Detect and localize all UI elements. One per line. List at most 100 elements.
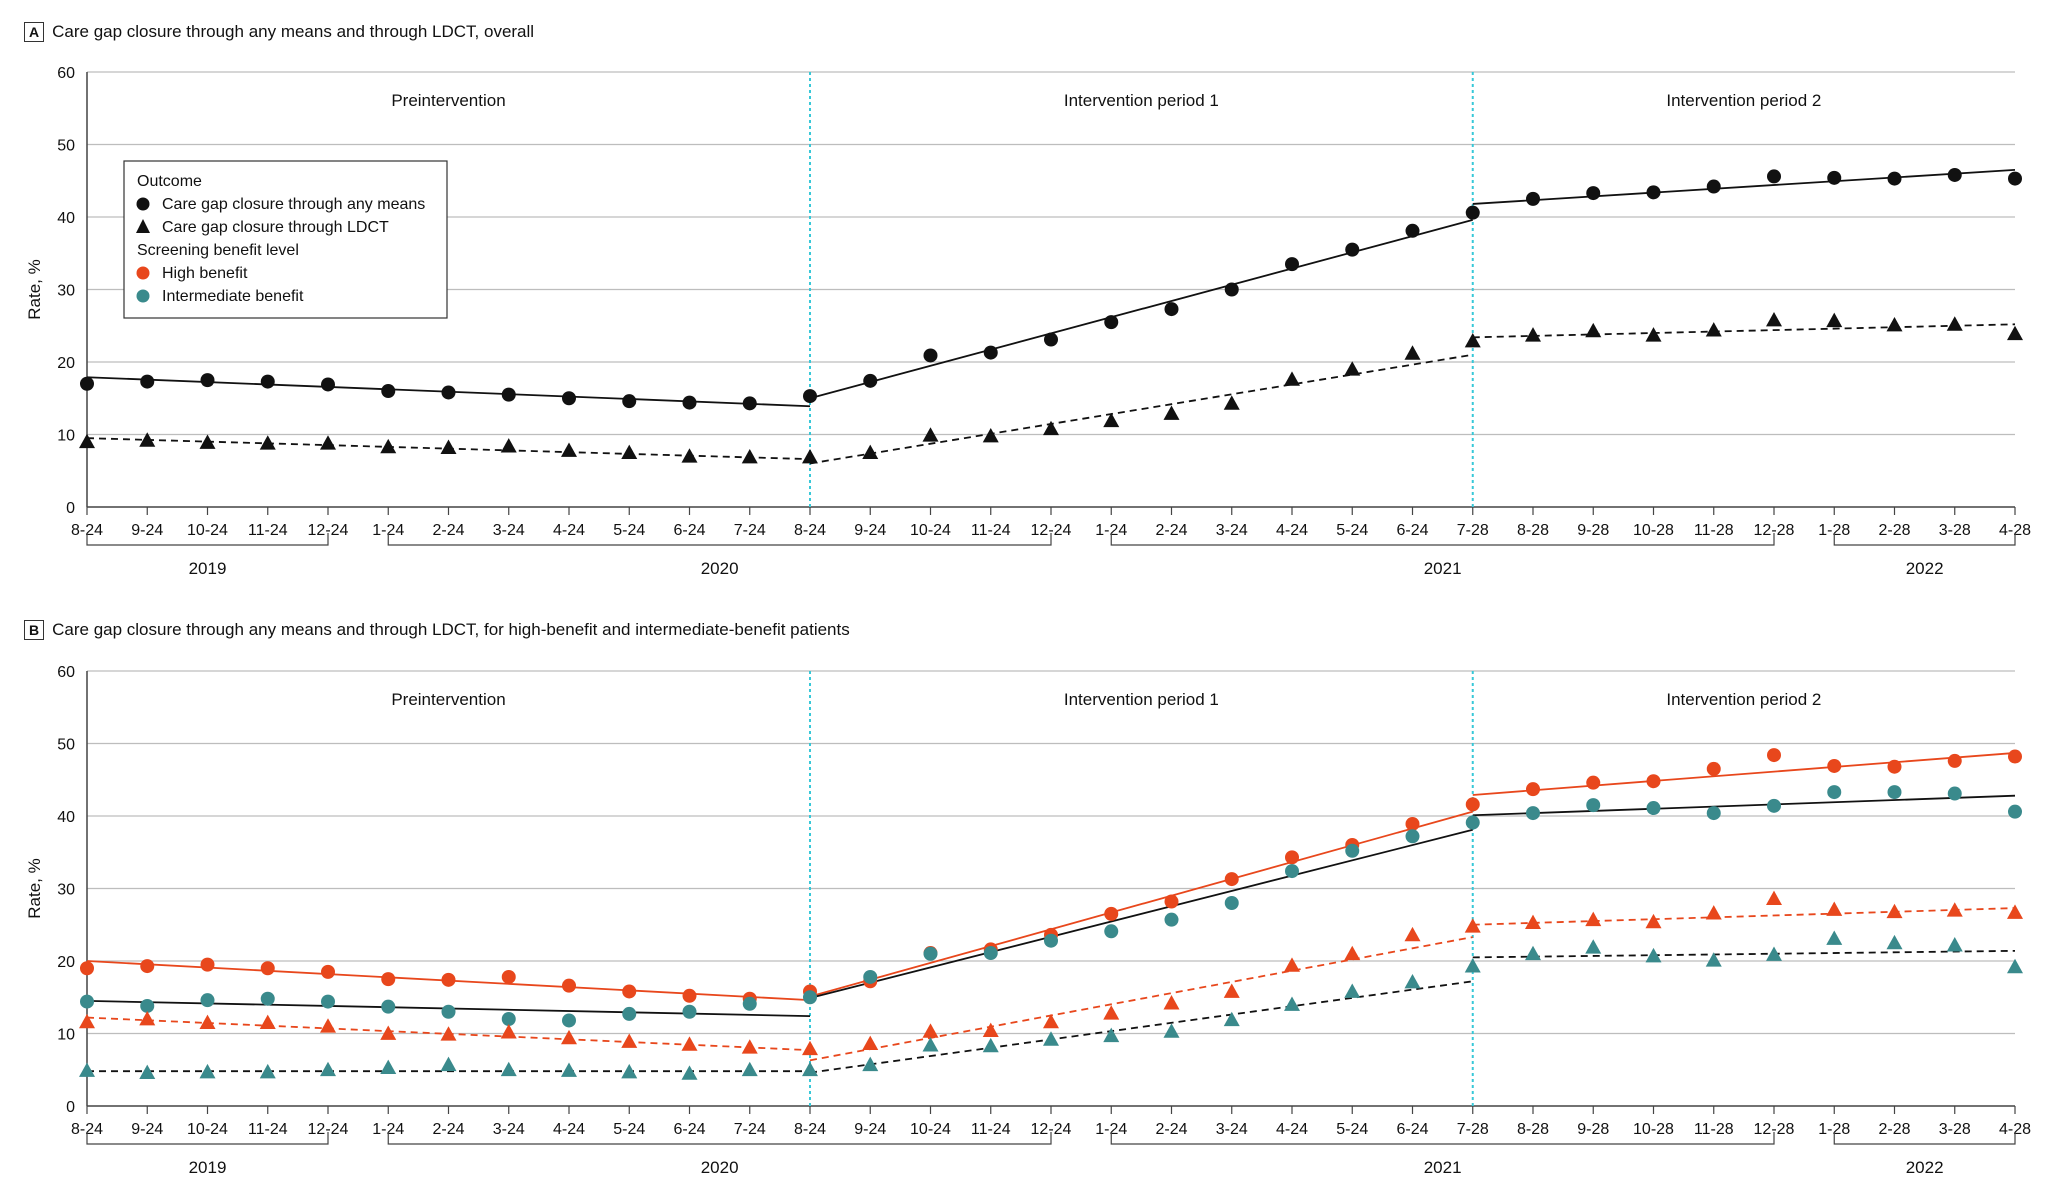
data-point-triangle (1826, 312, 1843, 328)
x-tick-label: 8-24 (71, 522, 103, 539)
x-tick-label: 3-24 (493, 1121, 525, 1138)
data-point-circle (441, 972, 456, 987)
data-point-circle (1827, 170, 1842, 185)
data-point-triangle (1766, 311, 1782, 327)
legend-triangle-marker (136, 219, 150, 233)
data-point-triangle (1284, 371, 1300, 386)
x-tick-label: 4-28 (1999, 522, 2031, 539)
fit-line-segment (1472, 949, 2016, 959)
year-label: 2020 (701, 559, 739, 578)
x-tick-label: 8-24 (794, 522, 826, 539)
legend-outcome-label: Care gap closure through any means (162, 196, 425, 213)
legend-circle-marker (136, 197, 150, 211)
data-point-circle (1887, 759, 1902, 774)
data-point-circle (1044, 933, 1058, 948)
x-tick-label: 11-24 (971, 522, 1011, 539)
x-tick-label: 1-24 (1095, 522, 1127, 539)
x-tick-label: 12-28 (1754, 522, 1795, 539)
data-point-triangle (1344, 361, 1361, 376)
period-label: Intervention period 2 (1666, 690, 1821, 709)
data-point-circle (2008, 171, 2022, 186)
data-point-circle (381, 972, 396, 987)
data-point-triangle (380, 1025, 397, 1040)
x-tick-label: 1-24 (1095, 1121, 1127, 1138)
year-bracket (387, 1132, 1052, 1145)
data-point-triangle (1645, 947, 1662, 963)
data-point-triangle (1464, 332, 1481, 348)
data-point-circle (381, 384, 396, 398)
x-tick-label: 7-28 (1457, 1121, 1489, 1138)
panel-a-letter: A (24, 22, 45, 42)
x-tick-label: 2-24 (432, 1121, 464, 1138)
data-point-circle (1405, 816, 1420, 831)
data-point-circle (1224, 282, 1239, 297)
y-tick-label: 0 (66, 500, 75, 517)
x-tick-label: 12-24 (1031, 1121, 1072, 1138)
data-point-triangle (982, 1022, 999, 1037)
data-point-triangle (982, 427, 999, 443)
data-point-circle (803, 990, 817, 1005)
data-point-circle (1465, 205, 1480, 220)
year-label: 2022 (1906, 1158, 1944, 1177)
data-point-triangle (1344, 945, 1361, 961)
data-point-triangle (79, 1013, 95, 1029)
data-point-circle (863, 969, 878, 984)
data-point-circle (80, 994, 94, 1009)
data-point-circle (742, 396, 757, 411)
x-tick-label: 2-28 (1878, 1121, 1910, 1138)
data-point-circle (200, 993, 215, 1008)
x-tick-label: 3-24 (493, 522, 525, 539)
data-point-triangle (1585, 911, 1602, 927)
x-tick-label: 8-24 (71, 1121, 103, 1138)
data-point-circle (682, 1004, 697, 1019)
data-point-circle (200, 957, 215, 972)
fit-line-segment (809, 980, 1473, 1074)
data-point-circle (260, 374, 275, 389)
data-point-circle (1104, 906, 1119, 921)
y-tick-label: 10 (57, 428, 75, 445)
data-point-triangle (1103, 412, 1120, 428)
data-point-triangle (802, 448, 818, 464)
data-point-triangle (1766, 946, 1782, 961)
year-bracket (1110, 1132, 1775, 1145)
data-point-triangle (1645, 913, 1662, 929)
data-point-circle (562, 1013, 576, 1028)
y-tick-label: 60 (57, 65, 75, 82)
x-tick-label: 6-24 (1396, 522, 1428, 539)
x-tick-label: 11-24 (248, 1121, 288, 1138)
x-tick-label: 8-28 (1517, 1121, 1549, 1138)
data-point-triangle (561, 442, 577, 457)
data-point-circle (1646, 801, 1661, 816)
y-axis-title: Rate, % (25, 858, 44, 918)
x-tick-label: 2-24 (1155, 522, 1187, 539)
legend: Outcome Care gap closure through any mean… (123, 160, 448, 319)
year-bracket (1110, 533, 1775, 546)
fit-line-segment (1472, 794, 2016, 817)
data-point-triangle (1525, 914, 1541, 929)
data-point-circle (923, 348, 938, 363)
x-tick-label: 9-28 (1577, 1121, 1609, 1138)
x-tick-label: 12-24 (308, 522, 349, 539)
data-point-triangle (440, 439, 457, 454)
data-point-triangle (1525, 327, 1541, 342)
data-point-triangle (1585, 939, 1602, 954)
data-point-circle (140, 959, 155, 974)
data-point-circle (622, 1006, 637, 1021)
period-label: Preintervention (391, 91, 505, 110)
data-point-triangle (259, 435, 276, 450)
data-point-circle (381, 999, 396, 1014)
data-point-circle (1164, 912, 1179, 927)
y-tick-label: 0 (66, 1099, 75, 1116)
data-point-triangle (1043, 1013, 1059, 1029)
x-tick-label: 6-24 (673, 1121, 705, 1138)
data-point-triangle (259, 1063, 276, 1079)
data-point-triangle (681, 1036, 698, 1051)
data-point-triangle (1163, 995, 1180, 1010)
data-point-circle (1285, 850, 1299, 865)
year-label: 2021 (1424, 1158, 1462, 1177)
data-point-circle (260, 961, 275, 976)
data-point-triangle (1946, 316, 1963, 331)
data-point-triangle (380, 438, 397, 454)
period-label: Intervention period 2 (1666, 91, 1821, 110)
